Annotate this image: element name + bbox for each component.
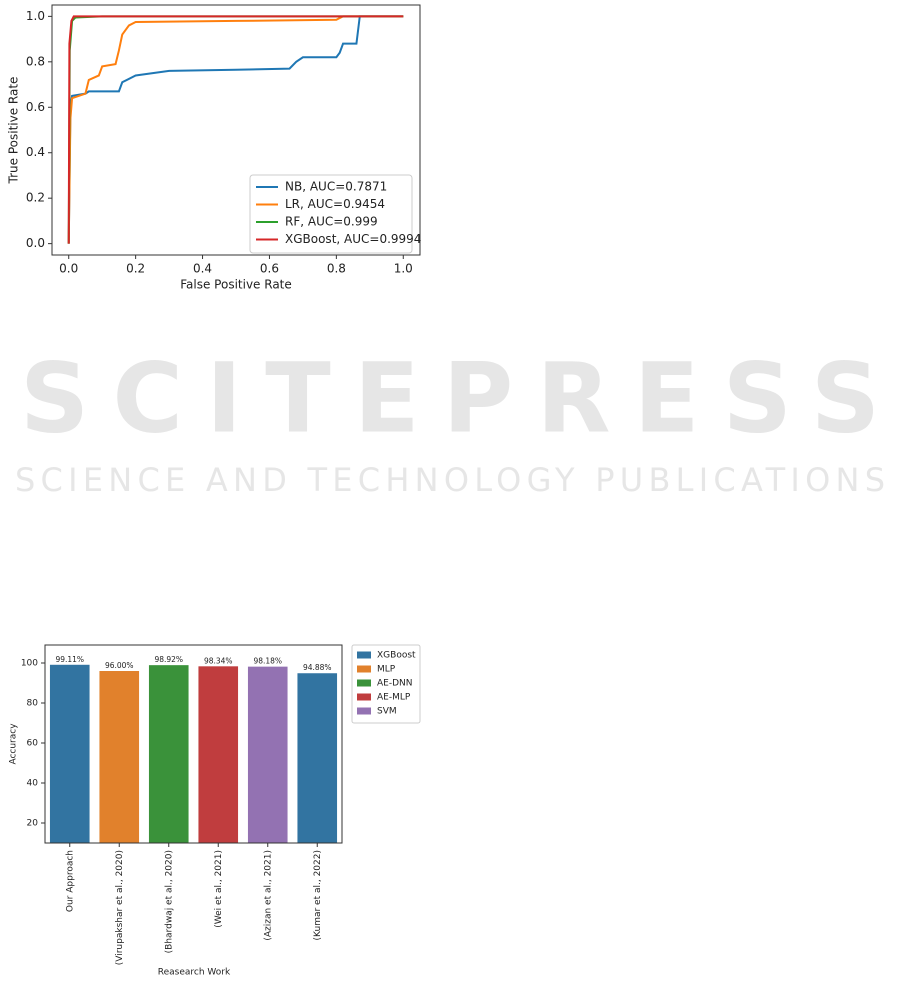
y-tick-label: 0.8 — [26, 54, 45, 68]
y-tick-label: 60 — [27, 739, 39, 749]
x-tick-label: (Wei et al., 2021) — [214, 850, 224, 928]
legend-label: NB, AUC=0.7871 — [285, 180, 387, 194]
value-label: 99.11% — [55, 655, 84, 664]
y-axis-label: True Positive Rate — [7, 77, 21, 185]
y-axis-label: Accuracy — [9, 723, 19, 765]
x-tick-label: Our Approach — [65, 850, 75, 912]
y-tick-label: 0.4 — [26, 145, 45, 159]
legend-swatch — [357, 693, 371, 701]
legend-swatch — [357, 679, 371, 687]
bar — [49, 664, 90, 843]
y-tick-label: 1.0 — [26, 9, 45, 23]
legend-swatch — [357, 665, 371, 673]
legend-label: LR, AUC=0.9454 — [285, 197, 385, 211]
x-tick-label: 1.0 — [394, 262, 413, 276]
legend-box — [249, 174, 413, 254]
legend-label: RF, AUC=0.999 — [285, 215, 378, 229]
legend-label: MLP — [377, 665, 396, 675]
legend-swatch — [357, 651, 371, 659]
bar — [99, 671, 140, 843]
x-axis-label: Reasearch Work — [158, 968, 231, 978]
plot-frame — [51, 4, 421, 256]
legend-label: XGBoost — [377, 651, 416, 661]
y-tick-label: 0.6 — [26, 100, 45, 114]
value-label: 96.00% — [105, 661, 134, 670]
value-label: 94.88% — [303, 663, 332, 672]
x-tick-label: 0.0 — [59, 262, 78, 276]
value-label: 98.34% — [204, 656, 233, 665]
y-tick-label: 0.0 — [26, 236, 45, 250]
x-tick-label: 0.4 — [193, 262, 212, 276]
legend-box — [351, 644, 421, 724]
bar — [198, 666, 239, 843]
y-tick-label: 40 — [27, 779, 39, 789]
roc-line — [67, 15, 404, 244]
legend-label: XGBoost, AUC=0.9994 — [285, 232, 421, 246]
value-label: 98.92% — [154, 655, 183, 664]
x-tick-label: 0.6 — [260, 262, 279, 276]
legend-label: SVM — [377, 707, 397, 717]
y-tick-label: 20 — [27, 819, 39, 829]
x-axis-label: False Positive Rate — [180, 278, 292, 292]
watermark-title: SCITEPRESS — [20, 342, 880, 454]
x-tick-label: (Kumar et al., 2022) — [313, 850, 323, 940]
plot-frame — [44, 644, 343, 844]
x-tick-label: 0.8 — [327, 262, 346, 276]
x-tick-label: (Azizan et al., 2021) — [263, 850, 273, 941]
bar — [297, 673, 338, 843]
y-tick-label: 80 — [27, 699, 39, 709]
legend-label: AE-DNN — [377, 679, 413, 689]
x-tick-label: 0.2 — [126, 262, 145, 276]
watermark-subtitle: SCIENCE AND TECHNOLOGY PUBLICATIONS — [15, 461, 885, 499]
y-tick-label: 0.2 — [26, 191, 45, 205]
roc-line — [67, 15, 404, 244]
y-tick-label: 100 — [21, 659, 38, 669]
x-tick-label: (Bhardwaj et al., 2020) — [164, 850, 174, 953]
bar — [148, 665, 189, 843]
legend-swatch — [357, 707, 371, 715]
legend-label: AE-MLP — [377, 693, 411, 703]
bar — [247, 666, 288, 843]
x-tick-label: (Virupakshar et al., 2020) — [115, 850, 125, 965]
value-label: 98.18% — [253, 657, 282, 666]
